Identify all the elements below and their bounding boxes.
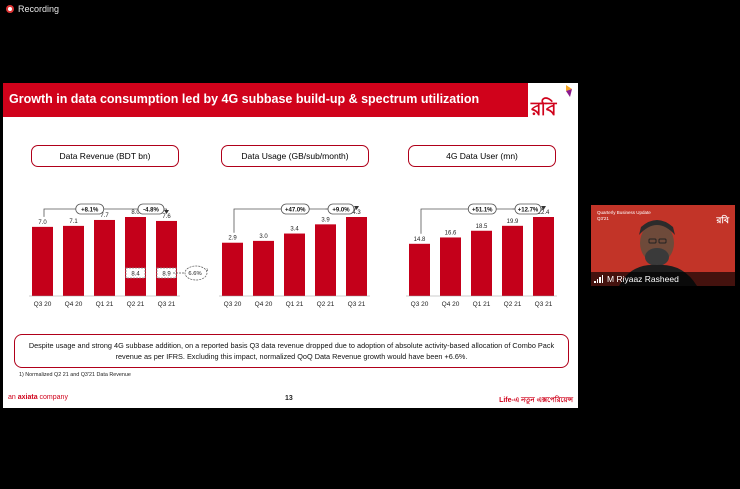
growth-pill-qoq — [514, 203, 542, 215]
bar-value-label: 2.9 — [228, 236, 237, 242]
growth-arrowhead — [354, 206, 359, 210]
logo-text: রবি — [531, 99, 556, 120]
growth-bracket-long — [233, 208, 357, 233]
footer-tagline: Life-এ নতুন এক্সপেরিয়েন্স — [499, 397, 573, 404]
axiata-branding: an axiata company — [8, 394, 68, 401]
category-label: Q1 21 — [96, 301, 114, 308]
bar-value-label: 8.0 — [131, 210, 140, 216]
category-label: Q3 21 — [535, 301, 553, 308]
category-label: Q1 21 — [286, 301, 304, 308]
category-label: Q1 21 — [473, 301, 491, 308]
category-label: Q2 21 — [317, 301, 335, 308]
participant-name-bar: M Riyaaz Rasheed — [591, 272, 735, 286]
bar-2-3 — [502, 225, 523, 296]
bar-value-label: 7.7 — [100, 213, 109, 219]
growth-label-qoq: +12.7% — [518, 208, 539, 214]
slide-title: Growth in data consumption led by 4G sub… — [9, 92, 480, 106]
charts-area: 7.0 Q3 20 7.1 Q4 20 7.7 Q1 21 8.0 Q2 21 8.4 7.6 Q3… — [29, 203, 557, 308]
bar-0-0 — [32, 226, 53, 296]
bar-value-label: 3.0 — [259, 234, 268, 240]
category-label: Q3 21 — [158, 301, 176, 308]
bar-2-0 — [409, 243, 430, 296]
category-label: Q3 21 — [348, 301, 366, 308]
bar-0-1 — [63, 225, 84, 296]
chart-title-data-usage: Data Usage (GB/sub/month) — [221, 145, 369, 167]
bar-0-4 — [156, 220, 177, 296]
video-logo: রবি — [716, 215, 729, 225]
participant-name: M Riyaaz Rasheed — [607, 274, 679, 284]
bar-value-label: 3.9 — [321, 217, 330, 223]
bar-2-4 — [533, 217, 554, 296]
normalized-value-box — [125, 267, 146, 279]
title-banner: Growth in data consumption led by 4G sub… — [3, 83, 528, 117]
normalized-growth-label: 6.6% — [188, 271, 201, 277]
growth-arrowhead — [541, 206, 546, 210]
category-label: Q4 20 — [442, 301, 460, 308]
bar-value-label: 7.6 — [162, 214, 171, 220]
page-number: 13 — [285, 395, 293, 402]
recording-indicator: Recording — [6, 4, 59, 14]
logo-mark-icon — [566, 85, 572, 97]
video-mini-title: Quarterly Business Update Q3'21 — [597, 210, 651, 221]
growth-pill-qoq — [137, 203, 165, 215]
bar-1-3 — [315, 224, 336, 296]
bar-1-4 — [346, 217, 367, 296]
growth-pill-qoq — [327, 203, 355, 215]
bar-value-label: 3.4 — [290, 227, 299, 233]
growth-label-qoq: -4.8% — [143, 208, 159, 214]
footnote: 1) Normalized Q2 21 and Q3'21 Data Reven… — [19, 372, 131, 378]
chart-title-data-revenue: Data Revenue (BDT bn) — [31, 145, 179, 167]
category-label: Q2 21 — [504, 301, 522, 308]
shared-slide: Growth in data consumption led by 4G sub… — [3, 83, 578, 408]
growth-label-long: +47.0% — [285, 208, 306, 214]
growth-bracket-long — [43, 208, 136, 217]
growth-label-long: +51.1% — [472, 208, 493, 214]
growth-pill-long — [467, 203, 497, 215]
normalized-value-label: 8.9 — [162, 272, 171, 278]
bar-value-label: 22.4 — [538, 210, 550, 216]
chart-title-4g-users: 4G Data User (mn) — [408, 145, 556, 167]
normalized-growth-superscript: 1 — [206, 267, 209, 272]
growth-label-qoq: +9.0% — [332, 208, 350, 214]
bar-0-3 — [125, 217, 146, 296]
bar-value-label: 4.3 — [352, 210, 361, 216]
bar-1-0 — [222, 242, 243, 296]
signal-strength-icon — [594, 275, 603, 283]
bar-value-label: 7.1 — [69, 219, 78, 225]
category-label: Q4 20 — [255, 301, 273, 308]
commentary-box: Despite usage and strong 4G subbase addi… — [14, 334, 569, 368]
bar-0-2 — [94, 219, 115, 296]
normalized-growth-bubble — [184, 265, 208, 281]
category-label: Q3 20 — [411, 301, 429, 308]
growth-label-long: +8.1% — [81, 208, 99, 214]
bar-value-label: 18.5 — [476, 224, 488, 230]
normalized-value-label: 8.4 — [131, 272, 140, 278]
bar-value-label: 16.6 — [445, 230, 457, 236]
category-label: Q2 21 — [127, 301, 145, 308]
growth-pill-long — [280, 203, 310, 215]
bar-1-1 — [253, 240, 274, 296]
bar-1-2 — [284, 233, 305, 296]
category-label: Q3 20 — [34, 301, 52, 308]
bar-value-label: 14.8 — [414, 237, 426, 243]
participant-video-tile[interactable]: Quarterly Business Update Q3'21 রবি M Ri… — [591, 205, 735, 286]
growth-pill-long — [75, 203, 105, 215]
bar-2-2 — [471, 230, 492, 296]
bar-value-label: 19.9 — [507, 219, 519, 225]
growth-arrowhead — [164, 209, 169, 214]
category-label: Q4 20 — [65, 301, 83, 308]
record-icon — [6, 5, 14, 13]
bar-value-label: 7.0 — [38, 220, 47, 226]
recording-label: Recording — [18, 4, 60, 14]
bar-2-1 — [440, 237, 461, 296]
category-label: Q3 20 — [224, 301, 242, 308]
growth-bracket-long — [420, 208, 544, 234]
robi-logo: রবি — [528, 85, 574, 120]
